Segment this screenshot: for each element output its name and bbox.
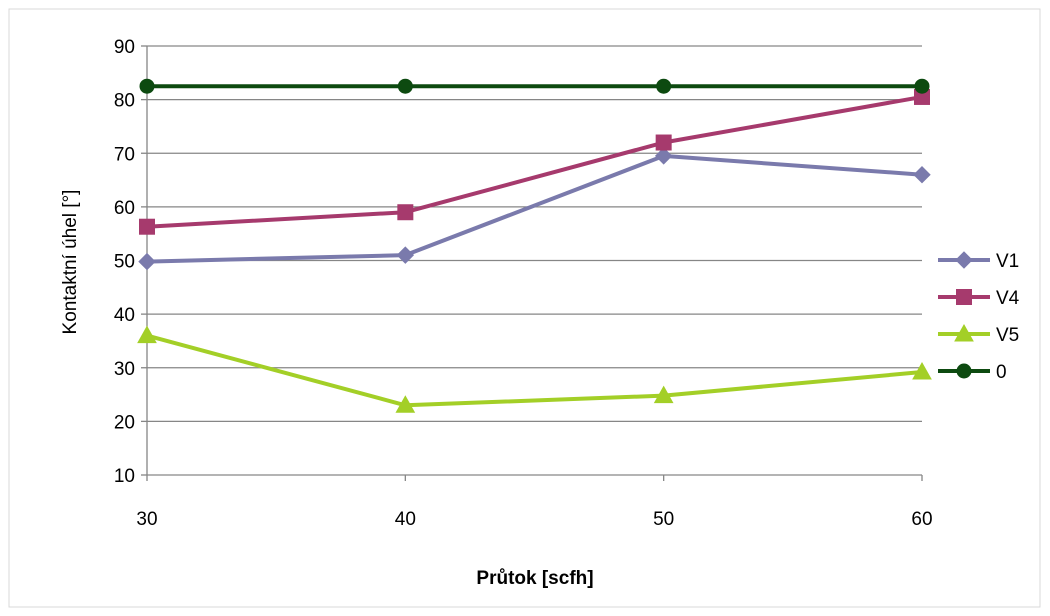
data-point-v5 [395, 395, 416, 413]
y-tick-label: 70 [114, 144, 135, 165]
y-tick-label: 50 [114, 252, 135, 273]
y-tick-label: 40 [114, 305, 135, 326]
x-tick-label: 30 [136, 509, 157, 530]
y-tick-label: 20 [114, 412, 135, 433]
y-tick-label: 90 [114, 37, 135, 58]
chart-area [8, 8, 1041, 608]
data-point-v1 [654, 147, 673, 165]
legend-marker-v5 [954, 323, 974, 342]
series-v5 [137, 325, 932, 413]
y-tick-label: 30 [114, 359, 135, 380]
x-tick-label: 50 [653, 509, 674, 530]
legend-label-v1: V1 [996, 251, 1019, 272]
data-point-0 [914, 78, 930, 94]
x-axis-title: Průtok [scfh] [476, 568, 593, 589]
data-point-v1 [913, 165, 931, 184]
data-point-v5 [653, 385, 674, 404]
legend: V1 V4 V5 0 [938, 251, 1020, 383]
data-point-0 [397, 78, 413, 94]
data-point-v5 [912, 362, 932, 380]
data-point-v4 [655, 134, 672, 151]
legend-item-0: 0 [938, 362, 1007, 383]
series-line-v1 [146, 153, 923, 264]
legend-marker-0 [956, 363, 972, 379]
series-v1 [138, 147, 931, 271]
series-layer [137, 78, 932, 413]
y-tick-label: 80 [114, 91, 135, 112]
legend-label-v4: V4 [996, 288, 1020, 309]
y-tick-label: 60 [114, 198, 135, 219]
x-tick-label: 40 [395, 509, 416, 530]
legend-marker-v4 [956, 289, 972, 305]
legend-item-v4: V4 [938, 288, 1020, 309]
data-point-0 [656, 78, 672, 94]
x-tick-label: 60 [911, 509, 932, 530]
series-v4 [139, 88, 930, 235]
series-line-v5 [146, 333, 923, 408]
legend-item-v1: V1 [938, 251, 1019, 272]
data-point-v1 [396, 246, 415, 264]
tick-labels: 10 20 30 40 50 60 70 80 90 30 40 50 60 [114, 37, 933, 530]
data-point-v1 [138, 252, 156, 271]
series-0 [139, 78, 930, 94]
data-point-0 [139, 78, 155, 94]
legend-label-v5: V5 [996, 325, 1019, 346]
data-point-v4 [139, 218, 155, 235]
data-point-v4 [397, 204, 414, 221]
series-line-v4 [146, 94, 923, 229]
y-axis-title: Kontaktní úhel [°] [60, 190, 81, 335]
y-tick-label: 10 [114, 466, 135, 487]
legend-label-0: 0 [996, 362, 1007, 383]
data-point-v5 [137, 325, 157, 344]
legend-marker-v1 [955, 251, 973, 269]
legend-item-v5: V5 [938, 323, 1019, 346]
